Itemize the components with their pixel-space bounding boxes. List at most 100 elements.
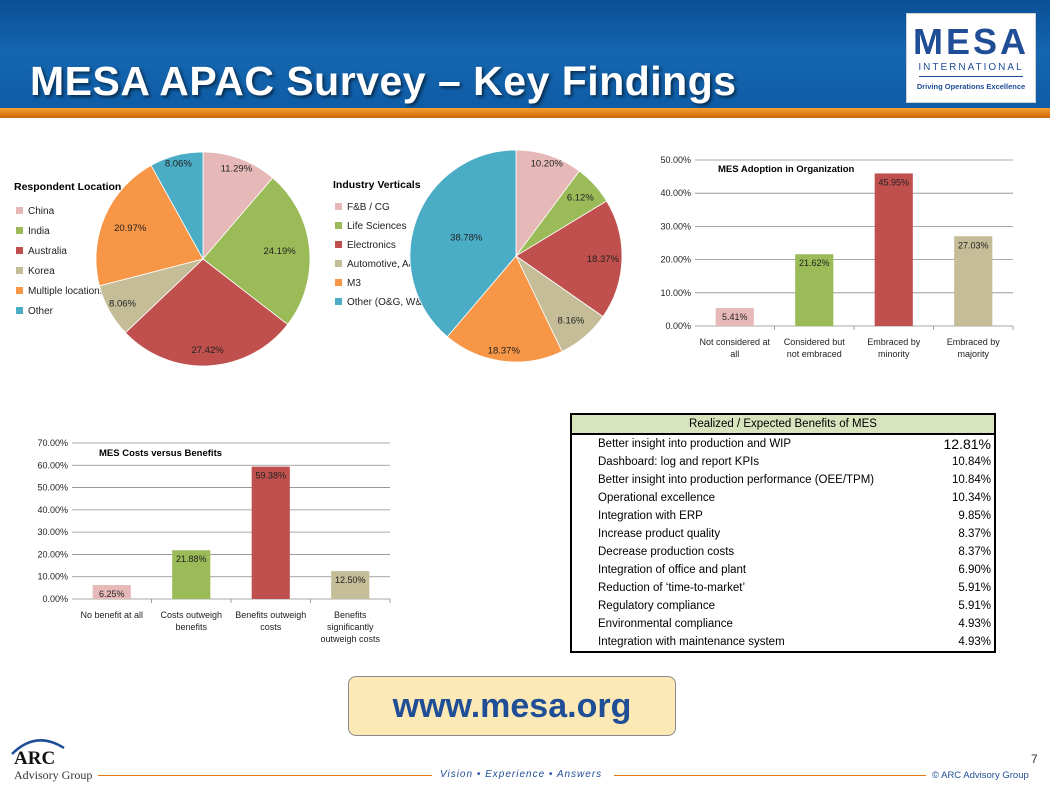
slice-label: 8.16% [558,316,585,327]
bar [954,236,993,326]
mes-costs-chart: 0.00% 10.00% 20.00% 30.00% 40.00% 50.00% 60.00… [37,438,391,644]
x-tick-label: costs [260,622,282,632]
x-tick-label: minority [878,349,910,359]
legend-label: Automotive, A&D [347,259,423,270]
slice-label: 8.06% [165,159,192,170]
y-tick-label: 50.00% [37,483,68,493]
benefit-label: Integration with maintenance system [598,636,785,648]
y-tick-label: 20.00% [660,255,691,265]
y-tick-label: 10.00% [660,288,691,298]
benefit-label: Operational excellence [598,492,715,504]
slice-label: 10.20% [531,158,564,169]
footer-rule-left [98,775,432,776]
chart-title: Respondent Location [14,181,121,193]
bar-value-label: 21.62% [799,258,830,268]
y-tick-label: 0.00% [42,594,68,604]
logo-divider [919,76,1023,77]
benefit-row: Better insight into production performan… [571,471,995,489]
legend-swatch [335,241,342,248]
respondent-location-chart: Respondent Location China India Australia Ko… [14,151,311,367]
legend-label: Korea [28,266,55,277]
pie-slice [95,164,204,287]
benefit-row: Dashboard: log and report KPIs 10.84% [571,453,995,471]
benefit-value: 4.93% [958,636,991,648]
y-tick-label: 60.00% [37,460,68,470]
benefit-row: Operational excellence 10.34% [571,489,995,507]
legend-label: Multiple locations [28,286,105,297]
x-tick-label: outweigh costs [320,634,380,644]
y-tick-label: 30.00% [37,527,68,537]
bar-value-label: 21.88% [176,554,207,564]
footer-copyright: © ARC Advisory Group [932,770,1029,781]
legend-swatch [16,207,23,214]
pie-slice [150,151,204,261]
pie-slice [515,200,623,318]
bar-value-label: 5.41% [722,312,748,322]
benefit-value: 9.85% [958,510,991,522]
bar [795,254,834,326]
footer-tagline: Vision • Experience • Answers [440,769,603,780]
slice-label: 27.42% [191,345,224,356]
logo-subtitle: INTERNATIONAL [918,62,1024,73]
x-tick-label: Considered but [784,337,846,347]
bar [874,173,913,326]
legend-swatch [335,203,342,210]
benefit-label: Reduction of ‘time-to-market’ [598,582,745,594]
x-tick-label: Benefits [334,610,367,620]
legend-label: Electronics [347,240,396,251]
benefits-table: Realized / Expected Benefits of MES Bett… [570,413,996,653]
legend-swatch [335,222,342,229]
benefit-value: 8.37% [958,546,991,558]
slice-label: 20.97% [114,223,147,234]
benefit-label: Integration with ERP [598,510,703,522]
slice-label: 24.19% [263,246,296,257]
chart-title: MES Adoption in Organization [718,164,855,175]
benefit-row: Integration of office and plant 6.90% [571,561,995,579]
benefit-row: Integration with ERP 9.85% [571,507,995,525]
mes-adoption-chart: 0.00% 10.00% 20.00% 30.00% 40.00% 50.00% MES A… [660,155,1014,359]
pie-slice [202,151,274,261]
benefits-table-title: Realized / Expected Benefits of MES [571,414,995,435]
slice-label: 18.37% [488,346,521,357]
y-tick-label: 30.00% [660,221,691,231]
y-tick-label: 70.00% [37,438,68,448]
slice-label: 11.29% [221,164,253,175]
y-tick-label: 20.00% [37,549,68,559]
benefit-row: Integration with maintenance system 4.93% [571,633,995,652]
benefit-value: 10.84% [951,456,991,468]
pie-slice [124,258,289,367]
x-tick-label: benefits [175,622,207,632]
benefit-row: Environmental compliance 4.93% [571,615,995,633]
logo-wordmark: MESA [912,21,1029,62]
benefit-label: Better insight into production and WIP [598,438,792,450]
arc-logo-subtitle: Advisory Group [14,768,93,782]
x-tick-label: Embraced by [947,337,1001,347]
y-tick-label: 40.00% [660,188,691,198]
bar-value-label: 59.38% [255,471,286,481]
y-tick-label: 0.00% [665,321,691,331]
legend-swatch [16,267,23,274]
benefit-label: Better insight into production performan… [598,474,875,486]
website-link[interactable]: www.mesa.org [348,676,676,736]
benefit-label: Dashboard: log and report KPIs [598,456,760,468]
pie-slice [446,255,563,363]
legend-label: China [28,206,55,217]
benefit-label: Regulatory compliance [598,600,715,612]
benefit-row: Better insight into production and WIP 12… [571,434,995,453]
legend-label: Life Sciences [347,221,406,232]
arc-swoosh-icon [11,739,65,755]
mesa-logo: MESA INTERNATIONAL Driving Operations Ex… [906,13,1036,103]
benefit-value: 6.90% [958,564,991,576]
chart-title: MES Costs versus Benefits [99,448,222,459]
bar-value-label: 45.95% [878,177,909,187]
footer-rule-right [614,775,926,776]
title-banner [0,0,1050,118]
bar [715,308,754,326]
y-tick-label: 50.00% [660,155,691,165]
legend-swatch [16,287,23,294]
slice-label: 38.78% [450,233,483,244]
x-tick-label: No benefit at all [80,610,143,620]
legend-label: India [28,226,50,237]
benefit-row: Reduction of ‘time-to-market’ 5.91% [571,579,995,597]
benefit-value: 10.84% [951,474,991,486]
